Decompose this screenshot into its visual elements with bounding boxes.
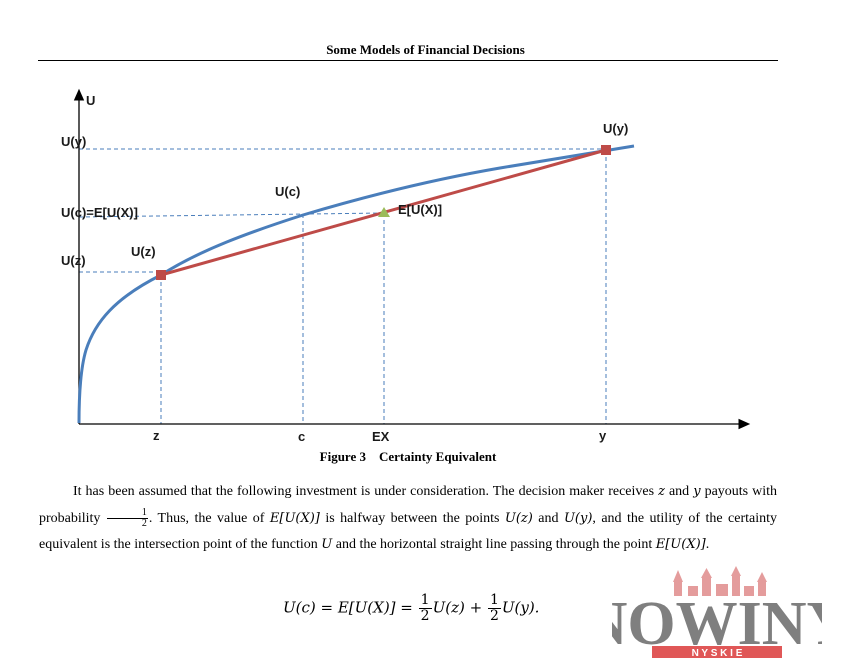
p1-text-c: . Thus, the value of: [148, 510, 265, 526]
p1-eux2: E[U(X)]: [655, 537, 706, 552]
eq-frac1-num: 1: [418, 592, 432, 609]
nowiny-nyskie-logo: NOWINY N Y S K I E: [612, 566, 822, 659]
p1-text-a: It has been assumed that the following i…: [73, 484, 655, 499]
uy-axis-label: U(y): [61, 134, 86, 149]
uy-point-label: U(y): [603, 121, 628, 136]
uz-axis-label: U(z): [61, 253, 86, 268]
svg-text:N Y S K I E: N Y S K I E: [692, 648, 743, 659]
eq-term1: U(z) +: [432, 598, 487, 617]
guide-uc-horizontal: [78, 212, 385, 218]
eq-frac2-den: 2: [489, 608, 499, 624]
p1-and: and: [668, 484, 690, 499]
uz-point-label: U(z): [131, 244, 156, 259]
p1-text-b: payouts with probability: [39, 484, 778, 526]
p1-uy: U(y): [563, 510, 593, 526]
eux-point-marker: [378, 207, 390, 217]
ex-axis-label: EX: [372, 429, 390, 444]
header-rule: [38, 60, 778, 61]
p1-z: z: [658, 484, 665, 499]
y-axis-tick-label: y: [599, 428, 607, 443]
eux-point-label: E[U(X)]: [398, 202, 442, 217]
p1-y: y: [693, 484, 701, 499]
figure-caption: Figure 3 Certainty Equivalent: [319, 449, 497, 464]
p1-text-g: .: [705, 537, 710, 552]
p1-eux: E[U(X)]: [269, 510, 320, 526]
uy-point-marker: [601, 145, 611, 155]
uc-point-label: U(c): [275, 184, 300, 199]
skyline-icon: [673, 566, 767, 596]
running-title: Some Models of Financial Decisions: [326, 42, 525, 57]
uz-point-marker: [156, 270, 166, 280]
p1-half-den: 2: [141, 517, 147, 529]
body-paragraph: It has been assumed that the following i…: [39, 479, 777, 559]
p1-text-e: , and the utility of the certainty equiv…: [39, 510, 778, 553]
certainty-equivalent-equation: U(c) = E[U(X)] = 1 2 U(z) + 1 2 U(y).: [283, 593, 539, 624]
eq-term2: U(y).: [501, 598, 540, 617]
p1-uz: U(z): [504, 510, 533, 526]
eq-lhs: U(c) =: [283, 598, 338, 617]
p1-text-d: is halfway between the points: [325, 510, 500, 526]
p1-and2: and: [538, 510, 559, 526]
certainty-equivalent-figure: U U(y) U(c)=E[U(X)] U(z) U(y) U(c) U(z) …: [61, 88, 751, 444]
eq-frac2-num: 1: [487, 592, 501, 609]
z-axis-label: z: [153, 428, 160, 443]
utility-curve: [77, 144, 635, 424]
p1-U: U: [321, 537, 333, 552]
eq-frac1-den: 2: [420, 608, 430, 624]
eq-mid: E[U(X)] =: [337, 598, 418, 617]
p1-text-f: and the horizontal straight line passing…: [335, 537, 653, 552]
p1-half-num: 1: [106, 507, 148, 519]
y-axis-label: U: [86, 93, 95, 108]
uc-axis-label: U(c)=E[U(X)]: [61, 205, 138, 220]
c-axis-label: c: [298, 429, 305, 444]
